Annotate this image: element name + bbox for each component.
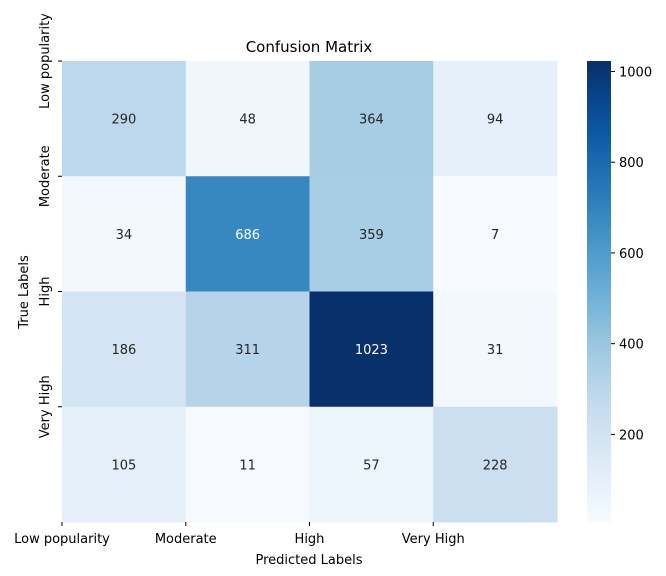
heatmap-cell xyxy=(309,176,434,292)
heatmap-cell-labels: 290 48 364 94 34 686 359 7 186 311 1023 31 105 11 57 22… xyxy=(111,113,507,474)
heatmap-cell xyxy=(185,406,310,523)
colorbar xyxy=(587,61,611,522)
x-tick-label: Very High xyxy=(402,532,465,547)
cell-value-label: 1023 xyxy=(355,343,388,358)
heatmap-cell xyxy=(62,61,187,177)
cell-value-label: 228 xyxy=(483,458,508,473)
cell-value-label: 11 xyxy=(239,458,256,473)
y-tick-label: Moderate xyxy=(38,145,53,207)
cell-value-label: 48 xyxy=(239,113,256,128)
cell-value-label: 686 xyxy=(235,228,260,243)
y-tick-label: High xyxy=(38,277,53,307)
heatmap-cells xyxy=(62,61,558,523)
cell-value-label: 31 xyxy=(487,343,504,358)
cell-value-label: 290 xyxy=(111,113,136,128)
y-tick-label: Very High xyxy=(38,375,53,438)
cell-value-label: 34 xyxy=(116,228,133,243)
chart-title: Confusion Matrix xyxy=(246,38,373,56)
cell-value-label: 94 xyxy=(487,113,504,128)
cell-value-label: 311 xyxy=(235,343,260,358)
colorbar-tick-label: 1000 xyxy=(619,65,652,80)
heatmap-cell xyxy=(309,61,434,177)
x-tick-label: High xyxy=(295,532,325,547)
y-axis-ticks: Low popularity Moderate High Very High xyxy=(38,13,62,438)
heatmap-cell xyxy=(309,291,434,408)
cell-value-label: 186 xyxy=(111,343,136,358)
y-tick-label: Low popularity xyxy=(38,13,53,109)
y-axis-label: True Labels xyxy=(17,255,32,330)
heatmap-cell xyxy=(62,406,187,523)
heatmap-cell xyxy=(433,61,558,177)
colorbar-tick-label: 600 xyxy=(619,247,644,262)
colorbar-tick-label: 800 xyxy=(619,156,644,171)
heatmap-cell xyxy=(185,176,310,292)
heatmap-cell xyxy=(62,291,187,408)
heatmap-cell xyxy=(433,406,558,523)
cell-value-label: 57 xyxy=(363,458,380,473)
heatmap-cell xyxy=(309,406,434,523)
cell-value-label: 359 xyxy=(359,228,384,243)
colorbar-ticks: 200 400 600 800 1000 xyxy=(611,65,652,443)
x-axis-ticks: Low popularity Moderate High Very High xyxy=(14,522,465,547)
heatmap-cell xyxy=(185,61,310,177)
x-tick-label: Moderate xyxy=(155,532,217,547)
heatmap-cell xyxy=(62,176,187,292)
heatmap-cell xyxy=(433,291,558,408)
cell-value-label: 7 xyxy=(491,228,499,243)
heatmap-cell xyxy=(185,291,310,408)
colorbar-tick-label: 200 xyxy=(619,428,644,443)
colorbar-tick-label: 400 xyxy=(619,338,644,353)
cell-value-label: 364 xyxy=(359,113,384,128)
heatmap-cell xyxy=(433,176,558,292)
x-axis-label: Predicted Labels xyxy=(255,553,362,568)
x-tick-label: Low popularity xyxy=(14,532,110,547)
cell-value-label: 105 xyxy=(111,458,136,473)
